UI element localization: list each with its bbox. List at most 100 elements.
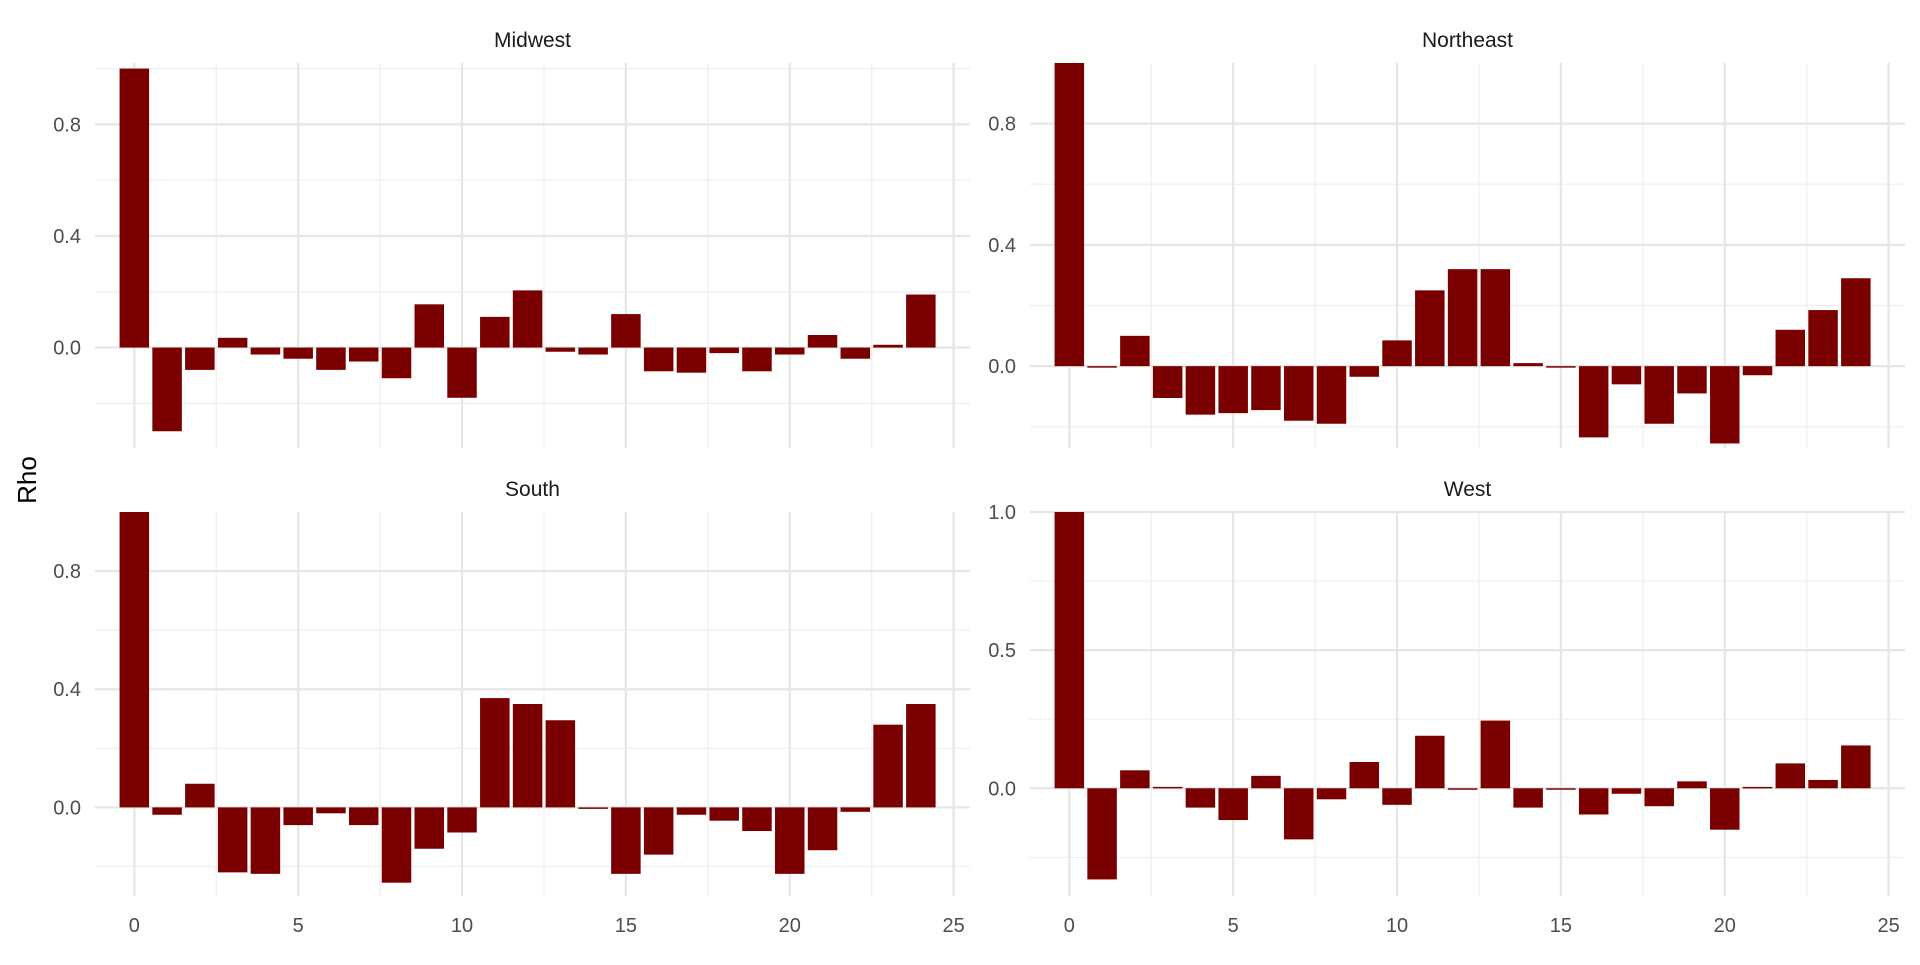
x-tick-label: 0 xyxy=(129,915,140,937)
bar xyxy=(775,807,805,874)
bar xyxy=(283,347,313,359)
bar xyxy=(1513,363,1543,367)
x-tick-label: 0 xyxy=(1064,915,1075,937)
bar xyxy=(873,344,903,348)
bar xyxy=(1152,786,1183,789)
x-tick-label: 10 xyxy=(1386,915,1408,937)
bar xyxy=(480,316,510,348)
y-tick-label: 0.0 xyxy=(53,338,81,360)
bar xyxy=(1710,788,1740,830)
bar xyxy=(1415,290,1445,367)
bar xyxy=(152,347,182,432)
y-tick-label: 0.8 xyxy=(988,114,1016,136)
bar xyxy=(512,290,543,348)
y-tick-label: 0.0 xyxy=(53,797,81,819)
bar xyxy=(611,314,641,348)
bar xyxy=(1611,788,1642,794)
bar xyxy=(709,807,739,821)
bar xyxy=(1677,366,1707,394)
y-axis-title: Rho xyxy=(12,456,42,504)
y-tick-label: 0.4 xyxy=(53,226,81,248)
bar xyxy=(709,347,739,354)
bar xyxy=(807,807,838,851)
bar xyxy=(676,347,707,373)
bar xyxy=(1120,770,1150,789)
panel-midwest: 0.0 0.4 0.8 Midwest xyxy=(53,29,970,448)
bar xyxy=(545,347,576,352)
bar xyxy=(447,347,477,398)
bar xyxy=(676,807,707,815)
bar xyxy=(1185,788,1216,808)
bar xyxy=(1546,788,1576,790)
x-tick-label: 10 xyxy=(451,915,473,937)
bar xyxy=(1251,775,1281,789)
bar xyxy=(578,347,608,355)
bar xyxy=(1742,786,1773,789)
bar xyxy=(1611,366,1642,385)
bar xyxy=(1808,779,1838,789)
bar xyxy=(316,807,346,814)
y-tick-label: 0.4 xyxy=(988,235,1016,257)
panel-title: Midwest xyxy=(494,29,571,52)
bar xyxy=(1513,788,1543,808)
bar xyxy=(1742,366,1773,376)
bar xyxy=(185,783,215,808)
bar xyxy=(1447,269,1478,367)
bar xyxy=(1087,788,1117,880)
panel-title: Northeast xyxy=(1422,29,1513,52)
panel-northeast: 0.0 0.4 0.8 Northeast xyxy=(988,29,1905,448)
bar xyxy=(1480,269,1511,367)
bar xyxy=(1841,745,1871,789)
bar xyxy=(1644,788,1674,807)
panel-west: 0.0 0.5 1.0 West 0 5 10 15 20 25 xyxy=(988,478,1905,937)
bar xyxy=(1382,788,1412,805)
bar xyxy=(643,347,674,372)
bar xyxy=(1316,788,1347,800)
y-tick-label: 0.8 xyxy=(53,114,81,136)
x-tick-label: 20 xyxy=(779,915,801,937)
bar xyxy=(348,347,379,362)
bar xyxy=(250,807,281,874)
bar xyxy=(414,304,445,348)
bar xyxy=(381,807,412,883)
bar xyxy=(742,347,772,372)
bar xyxy=(1578,366,1609,438)
y-tick-label: 0.4 xyxy=(53,679,81,701)
x-tick-label: 20 xyxy=(1714,915,1736,937)
bar xyxy=(1283,366,1314,421)
bar xyxy=(1415,735,1445,789)
bar xyxy=(119,68,150,348)
bar xyxy=(611,807,641,874)
bar xyxy=(1480,720,1511,789)
panel-title: West xyxy=(1444,478,1492,501)
bar xyxy=(414,807,445,849)
bar xyxy=(906,294,936,348)
bar xyxy=(1316,366,1347,424)
bar xyxy=(1775,329,1806,367)
x-tick-label: 15 xyxy=(615,915,637,937)
bar xyxy=(480,698,510,808)
x-tick-label: 25 xyxy=(942,915,964,937)
bar xyxy=(1349,762,1380,789)
bar xyxy=(873,724,903,808)
bar xyxy=(545,720,576,808)
bar xyxy=(906,704,936,808)
x-tick-label: 5 xyxy=(293,915,304,937)
y-tick-label: 0.0 xyxy=(988,356,1016,378)
bar xyxy=(348,807,379,826)
bar xyxy=(217,337,248,348)
bar xyxy=(1546,366,1576,368)
bar xyxy=(840,347,871,359)
y-tick-label: 0.0 xyxy=(988,778,1016,800)
bar xyxy=(185,347,215,370)
x-tick-label: 25 xyxy=(1877,915,1899,937)
x-tick-label: 15 xyxy=(1550,915,1572,937)
bar xyxy=(1775,763,1806,789)
x-tick-label: 5 xyxy=(1228,915,1239,937)
bar xyxy=(775,347,805,355)
bar xyxy=(152,807,182,815)
panel-south: 0.0 0.4 0.8 South 0 5 10 15 20 25 xyxy=(53,478,970,937)
bar xyxy=(578,807,608,809)
y-tick-label: 1.0 xyxy=(988,502,1016,524)
